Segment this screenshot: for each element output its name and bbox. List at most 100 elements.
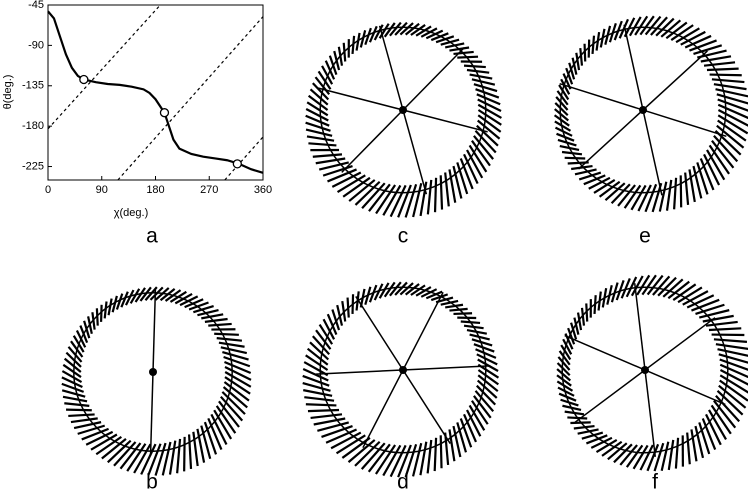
bristle [606,284,613,305]
bristle [222,351,249,361]
bristle [440,38,460,46]
bristle [449,46,470,52]
bristle [716,389,744,416]
bristle [560,344,572,361]
bristle [335,434,366,455]
bristle [667,439,675,471]
bristle [308,142,337,147]
curve [47,10,264,174]
bristle [368,284,378,303]
bristle [564,156,586,160]
bristle [351,294,355,314]
bristle [628,16,642,37]
bristle [412,182,423,218]
bristle [456,162,469,195]
bristle [578,171,602,181]
bristle [692,165,703,199]
bristle [588,176,611,190]
bristle [68,413,95,418]
bristle [699,309,730,319]
bristle [708,144,730,175]
bristle [456,422,468,453]
bristle [713,400,737,429]
bristle [425,290,443,300]
bristle [154,442,167,476]
bristle [404,183,418,218]
hub [399,106,407,114]
bristle [708,409,727,440]
bristle [613,443,633,464]
bristle [310,413,343,420]
bristle [568,62,576,80]
bristle [702,314,734,323]
bristle [557,386,575,397]
bristle [124,289,135,306]
bristle [701,418,717,450]
bristle [439,175,444,210]
bristle [677,286,703,304]
bristle [342,176,371,198]
bristle [667,280,690,300]
bristle [460,320,481,325]
bristle [313,417,346,426]
bristle [717,114,748,135]
bristle [223,381,250,402]
bristle [583,43,587,62]
bristle [341,436,371,459]
bristle [120,291,129,308]
bristle [463,64,486,69]
panel-label: f [652,471,658,491]
bristle [477,119,501,140]
bristle [700,55,732,63]
bristle [415,25,432,37]
bristle [571,57,578,75]
bristle [477,103,502,119]
bristle [207,417,223,451]
bristle [222,386,248,409]
bristle [452,425,462,458]
bristle [336,304,344,326]
bristle [471,78,496,86]
bristle [445,303,464,309]
bristle [176,438,182,474]
bristle [309,341,330,361]
bristle [61,389,86,398]
bristle [711,140,735,169]
bristle [652,275,671,296]
bristle [706,149,726,181]
bristle [473,135,494,160]
bristle [608,23,617,43]
bristle [703,153,721,186]
bristle [203,421,218,455]
bristle [315,329,332,350]
marker [159,108,170,118]
x-axis-label: χ(deg.) [114,207,149,219]
bristle [457,55,479,59]
bristle [389,444,407,478]
bristle [65,351,82,368]
bristle [419,181,428,217]
bristle [632,444,649,470]
bristle [221,391,246,415]
bristle [218,400,240,428]
bristle [630,275,644,297]
bristle [200,425,212,460]
bristle [305,354,329,371]
bristle [159,287,176,302]
bristle [95,308,99,326]
bristle [561,150,583,156]
bristle [593,179,616,194]
bristle [331,309,341,331]
bristle [169,290,187,303]
bristle [315,157,346,165]
panel-label: e [639,225,651,248]
bristle [709,73,742,77]
bristle [305,108,329,122]
bristle [466,149,484,179]
bristle [555,96,569,111]
bristle [477,374,499,393]
bristle [660,19,682,38]
bristle [307,94,329,111]
bristle [474,130,497,154]
bristle [224,365,252,381]
